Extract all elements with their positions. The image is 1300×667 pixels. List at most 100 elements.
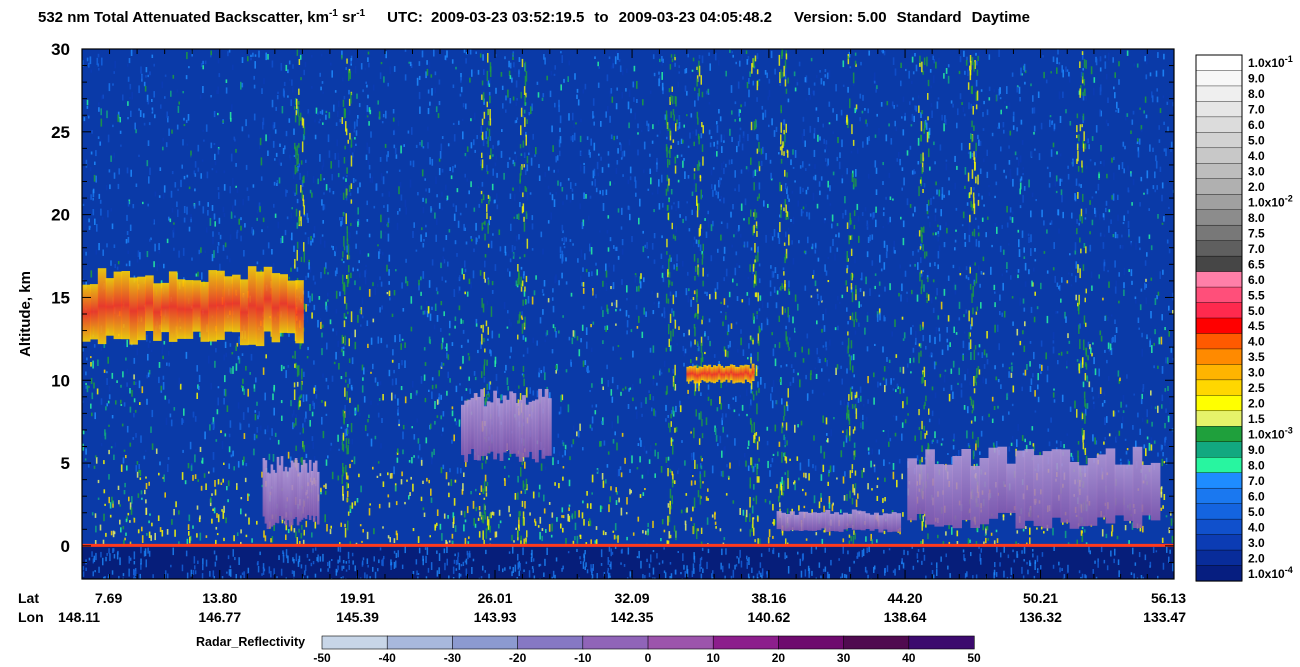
plot-area <box>82 49 1174 579</box>
colorbar-bin <box>1195 147 1243 164</box>
radar-tick-label: -10 <box>574 651 592 665</box>
radar-colorbar-bin <box>647 635 714 650</box>
colorbar-label: 3.0 <box>1248 165 1265 179</box>
backscatter-noise <box>82 49 1174 579</box>
lon-tick-label: 138.64 <box>884 609 927 625</box>
lat-tick-label: 32.09 <box>615 590 650 606</box>
colorbar-label: 5.0 <box>1248 304 1265 318</box>
cloud <box>686 363 755 384</box>
colorbar-bin <box>1195 364 1243 381</box>
colorbar-bin <box>1195 534 1243 551</box>
surface-return <box>82 543 1174 547</box>
colorbar-label: 8.0 <box>1248 87 1265 101</box>
colorbar-bin <box>1195 255 1243 273</box>
lon-tick-label: 133.47 <box>1143 609 1186 625</box>
colorbar-label: 9.0 <box>1248 72 1265 86</box>
lon-tick-label: 146.77 <box>198 609 241 625</box>
colorbar-label: 2.0 <box>1248 180 1265 194</box>
colorbar-label: 8.0 <box>1248 211 1265 225</box>
colorbar-bin <box>1195 487 1243 505</box>
radar-echo <box>262 456 320 529</box>
colorbar-bin <box>1195 163 1243 180</box>
colorbar-label: 7.0 <box>1248 103 1265 117</box>
colorbar-bin <box>1195 85 1243 103</box>
colorbar-label: 2.0 <box>1248 397 1265 411</box>
colorbar-bin <box>1195 116 1243 133</box>
radar-tick-label: 50 <box>967 651 981 665</box>
colorbar-label: 6.0 <box>1248 118 1265 132</box>
cirrus <box>82 266 304 347</box>
cloud-features <box>82 266 1161 533</box>
colorbar-bin <box>1195 70 1243 87</box>
radar-colorbar-bin <box>778 635 845 650</box>
colorbar-label: 5.0 <box>1248 505 1265 519</box>
colorbar-label: 7.0 <box>1248 242 1265 256</box>
radar-tick-label: -30 <box>444 651 462 665</box>
radar-tick-label: 20 <box>772 651 786 665</box>
colorbar-bin <box>1195 348 1243 366</box>
lat-tick-label: 56.13 <box>1151 590 1186 606</box>
lat-tick-label: 26.01 <box>477 590 512 606</box>
lat-tick-label: 50.21 <box>1023 590 1058 606</box>
colorbar-bin <box>1195 441 1243 458</box>
lon-tick-label: 143.93 <box>474 609 517 625</box>
y-tick-label: 5 <box>61 454 70 473</box>
y-tick-label: 0 <box>61 537 70 556</box>
radar-tick-label: 10 <box>707 651 721 665</box>
radar-colorbar-bin <box>452 635 519 650</box>
colorbar-bin <box>1195 101 1243 118</box>
colorbar-bin <box>1195 54 1243 72</box>
colorbar-bin <box>1195 426 1243 443</box>
lon-tick-label: 136.32 <box>1019 609 1062 625</box>
colorbar-bin <box>1195 410 1243 427</box>
colorbar-label: 4.0 <box>1248 335 1265 349</box>
colorbar-bin <box>1195 194 1243 211</box>
colorbar-label: 1.0x10-4 <box>1248 565 1293 581</box>
radar-tick-label: -20 <box>509 651 527 665</box>
colorbar-label: 1.0x10-3 <box>1248 426 1293 442</box>
colorbar-label: 6.0 <box>1248 273 1265 287</box>
x-axis: 7.69 148.11 13.80 146.77 19.91 145.39 26.01 143… <box>58 49 1186 625</box>
radar-tick-label: 30 <box>837 651 851 665</box>
colorbar-label: 1.0x10-2 <box>1248 194 1293 210</box>
radar-colorbar-bin <box>843 635 910 650</box>
lat-row-label: Lat <box>18 590 39 606</box>
radar-colorbar-bin <box>386 635 454 650</box>
colorbar-bin <box>1195 333 1243 350</box>
colorbar-bin <box>1195 472 1243 489</box>
colorbar-label: 1.0x10-1 <box>1248 54 1293 70</box>
lon-row-label: Lon <box>18 609 44 625</box>
radar-colorbar: -50 -40 -30 -20 -10 0 10 20 30 40 50 <box>313 635 981 665</box>
colorbar-label: 7.0 <box>1248 474 1265 488</box>
lon-tick-label: 142.35 <box>611 609 654 625</box>
lon-tick-label: 148.11 <box>58 609 100 625</box>
radar-echo <box>907 446 1161 529</box>
y-tick-label: 10 <box>51 371 70 390</box>
colorbar-label: 3.5 <box>1248 350 1265 364</box>
lon-tick-label: 140.62 <box>747 609 790 625</box>
radar-colorbar-bin <box>321 635 388 650</box>
colorbar-bin <box>1195 209 1243 226</box>
lon-tick-label: 145.39 <box>336 609 379 625</box>
colorbar-label: 9.0 <box>1248 443 1265 457</box>
colorbar-bin <box>1195 503 1243 520</box>
chart-title: 532 nm Total Attenuated Backscatter, km-… <box>38 8 1030 26</box>
y-tick-label: 25 <box>51 123 70 142</box>
radar-tick-label: -50 <box>313 651 331 665</box>
radar-tick-label: 40 <box>902 651 916 665</box>
y-axis: 0 5 10 15 20 25 30 <box>51 40 1174 580</box>
radar-colorbar-bin <box>517 635 584 650</box>
colorbar-bin <box>1195 518 1243 536</box>
colorbar-label: 5.5 <box>1248 288 1265 302</box>
radar-colorbar-label: Radar_Reflectivity <box>196 635 305 649</box>
colorbar-bin <box>1195 379 1243 396</box>
lat-tick-label: 19.91 <box>340 590 375 606</box>
y-axis-label: Altitude, km <box>17 271 34 357</box>
backscatter-colorbar: 1.0x10-19.08.07.06.05.04.03.02.01.0x10-2… <box>1195 54 1293 582</box>
radar-colorbar-bin <box>908 635 975 650</box>
colorbar-bin <box>1195 457 1243 474</box>
lat-tick-label: 38.16 <box>751 590 786 606</box>
colorbar-label: 4.5 <box>1248 319 1265 333</box>
radar-tick-label: 0 <box>645 651 652 665</box>
colorbar-bin <box>1195 132 1243 149</box>
